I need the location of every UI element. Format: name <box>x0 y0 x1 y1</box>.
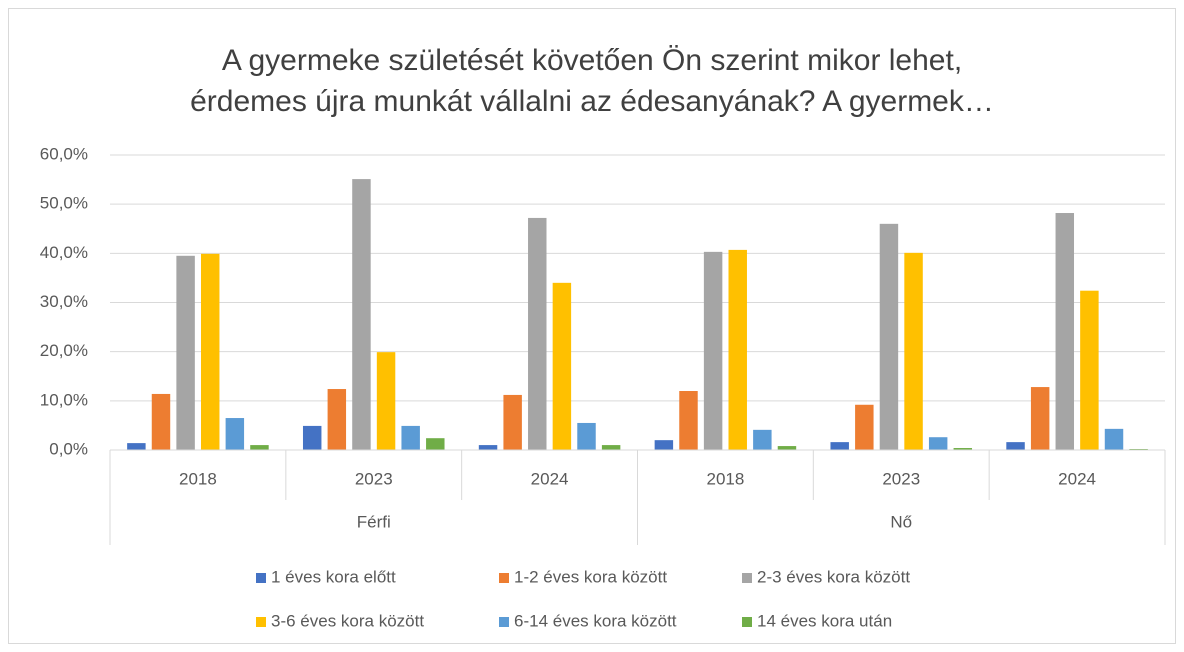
bar <box>1104 428 1124 450</box>
bar <box>127 443 146 450</box>
bar <box>601 445 621 450</box>
legend-label: 3-6 éves kora között <box>271 611 424 630</box>
x-tick-label: 2018 <box>707 469 745 488</box>
bar <box>503 394 522 450</box>
y-tick-label: 60,0% <box>40 144 88 163</box>
y-tick-label: 40,0% <box>40 243 88 262</box>
bar <box>928 437 948 450</box>
legend-swatch <box>499 573 509 583</box>
bar <box>577 422 596 450</box>
chart-title: érdemes újra munkát vállalni az édesanyá… <box>190 85 994 118</box>
bar <box>879 223 899 450</box>
bar <box>200 253 220 450</box>
bar <box>953 448 973 450</box>
x-tick-label: 2024 <box>1058 469 1096 488</box>
y-tick-label: 0,0% <box>49 439 88 458</box>
bar <box>1030 387 1050 450</box>
legend-label: 1 éves kora előtt <box>271 567 396 586</box>
x-tick-label: 2023 <box>355 469 393 488</box>
x-tick-label: 2024 <box>531 469 569 488</box>
bar <box>830 442 849 450</box>
legend-swatch <box>742 573 752 583</box>
legend-swatch <box>499 617 509 627</box>
bar <box>478 445 498 450</box>
bar <box>904 252 923 450</box>
legend-label: 1-2 éves kora között <box>514 567 667 586</box>
y-tick-label: 30,0% <box>40 292 88 311</box>
group-label: Nő <box>890 512 912 531</box>
y-tick-label: 50,0% <box>40 194 88 213</box>
bar <box>327 389 347 450</box>
x-tick-label: 2023 <box>882 469 920 488</box>
bar <box>777 446 797 450</box>
chart-title: A gyermeke születését követően Ön szerin… <box>222 44 962 77</box>
bar <box>1006 442 1025 450</box>
legend-label: 2-3 éves kora között <box>757 567 910 586</box>
bar <box>302 425 322 450</box>
bar <box>1055 213 1075 450</box>
legend-label: 14 éves kora után <box>757 611 892 630</box>
bar <box>654 440 674 450</box>
y-tick-label: 10,0% <box>40 390 88 409</box>
bar <box>176 255 195 450</box>
bar <box>703 251 723 450</box>
bar <box>753 429 772 450</box>
bar <box>225 418 245 450</box>
bar <box>552 282 572 450</box>
y-tick-label: 20,0% <box>40 341 88 360</box>
bar <box>679 391 698 450</box>
bar <box>1080 290 1099 450</box>
bar <box>151 393 171 450</box>
group-label: Férfi <box>357 512 391 531</box>
bar <box>855 404 874 450</box>
x-tick-label: 2018 <box>179 469 217 488</box>
bar <box>250 445 269 450</box>
legend-swatch <box>256 617 266 627</box>
bar <box>352 179 371 450</box>
bar <box>728 249 747 450</box>
legend-swatch <box>742 617 752 627</box>
bar <box>376 352 396 450</box>
bar <box>401 425 420 450</box>
legend-swatch <box>256 573 266 583</box>
legend-label: 6-14 éves kora között <box>514 611 677 630</box>
bar <box>426 438 445 450</box>
bar <box>528 217 547 450</box>
